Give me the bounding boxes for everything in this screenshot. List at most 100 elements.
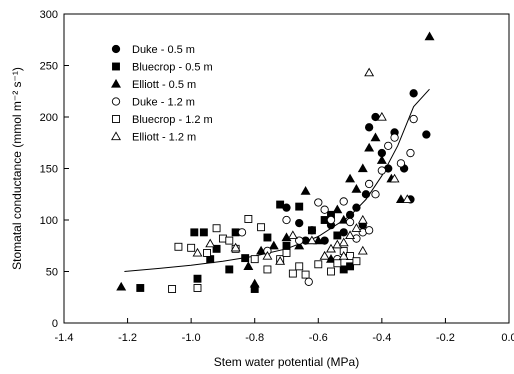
- data-point: [333, 259, 342, 268]
- legend-label: Elliott - 0.5 m: [132, 79, 196, 91]
- legend-label: Bluecrop - 0.5 m: [132, 62, 213, 74]
- legend-label: Bluecrop - 1.2 m: [132, 114, 213, 126]
- series-5: [192, 67, 413, 265]
- data-point: [364, 67, 375, 77]
- data-point: [384, 141, 393, 150]
- data-point: [376, 155, 387, 164]
- data-point: [406, 148, 415, 158]
- x-tick-label: -1.2: [118, 332, 137, 344]
- series-4: [168, 215, 361, 293]
- data-point: [338, 214, 349, 224]
- y-tick-label: 250: [40, 61, 58, 73]
- data-point: [377, 166, 387, 175]
- data-point: [288, 269, 297, 278]
- y-tick-label: 0: [52, 318, 58, 330]
- data-point: [389, 173, 400, 183]
- data-point: [364, 226, 374, 235]
- data-point: [371, 190, 380, 199]
- data-point: [351, 223, 362, 232]
- x-tick-label: -1.4: [55, 332, 74, 344]
- data-point: [345, 173, 356, 183]
- y-tick-label: 150: [40, 164, 58, 176]
- legend-marker: [111, 44, 121, 54]
- data-point: [276, 200, 285, 209]
- x-axis-title: Stem water potential (MPa): [214, 355, 359, 369]
- x-tick-label: 0.0: [501, 332, 514, 344]
- data-point: [193, 274, 202, 283]
- x-tick-label: -0.4: [372, 332, 391, 344]
- data-point: [244, 215, 253, 223]
- y-tick-label: 100: [40, 215, 58, 227]
- data-point: [295, 202, 304, 211]
- data-point: [192, 247, 203, 257]
- data-point: [263, 233, 272, 242]
- data-point: [422, 130, 431, 139]
- data-point: [301, 270, 310, 279]
- series-1: [136, 200, 355, 293]
- series-3: [237, 114, 418, 286]
- data-point: [241, 254, 250, 263]
- data-point: [390, 133, 399, 142]
- x-tick-label: -0.2: [436, 332, 455, 344]
- data-point: [193, 284, 202, 292]
- data-points: [116, 31, 435, 293]
- data-point: [230, 242, 241, 252]
- data-point: [327, 267, 335, 276]
- data-point: [346, 262, 355, 271]
- legend-label: Duke - 0.5 m: [132, 44, 195, 56]
- data-point: [249, 278, 260, 288]
- data-point: [295, 262, 304, 271]
- data-point: [326, 215, 336, 225]
- data-point: [409, 114, 418, 124]
- data-point: [314, 198, 323, 207]
- legend-marker: [111, 78, 121, 88]
- data-point: [333, 231, 342, 240]
- data-point: [203, 249, 211, 257]
- legend-label: Duke - 1.2 m: [132, 97, 195, 109]
- data-point: [212, 244, 221, 253]
- data-point: [395, 194, 406, 204]
- data-point: [136, 284, 145, 292]
- data-point: [282, 249, 291, 257]
- data-point: [402, 194, 413, 204]
- data-point: [313, 235, 324, 245]
- data-point: [364, 179, 374, 189]
- data-point: [295, 218, 304, 228]
- legend-marker: [111, 131, 121, 141]
- data-point: [361, 190, 371, 199]
- data-point: [116, 281, 127, 291]
- data-point: [275, 256, 286, 265]
- data-point: [351, 183, 362, 193]
- data-point: [424, 31, 435, 41]
- y-axis-title: Stomatal conductance (mmol m⁻² s⁻¹): [10, 67, 24, 270]
- data-point: [409, 89, 418, 98]
- data-point: [352, 203, 361, 212]
- data-point: [257, 223, 266, 232]
- data-point: [339, 197, 348, 206]
- data-point: [319, 250, 330, 260]
- data-point: [357, 214, 368, 224]
- x-tick-label: -0.8: [245, 332, 264, 344]
- data-point: [338, 237, 349, 247]
- series-2: [116, 31, 435, 291]
- legend-label: Elliott - 1.2 m: [132, 132, 196, 144]
- data-point: [282, 241, 291, 250]
- data-point: [345, 210, 355, 220]
- data-point: [282, 215, 291, 225]
- data-point: [190, 228, 199, 237]
- data-point: [294, 240, 305, 250]
- axes: -1.4 -1.2 -1.0 -0.8 -0.6 -0.4 -0.2 0.0 0 50 100 150…: [40, 9, 514, 344]
- legend-marker: [111, 97, 121, 106]
- series-0: [282, 89, 431, 245]
- data-point: [262, 250, 273, 260]
- y-tick-label: 50: [46, 267, 58, 279]
- data-point: [268, 240, 279, 250]
- data-point: [345, 217, 355, 227]
- data-point: [364, 142, 375, 152]
- legend: Duke - 0.5 m Bluecrop - 0.5 m Elliott - 0.…: [111, 44, 213, 144]
- x-tick-label: -0.6: [309, 332, 328, 344]
- x-tick-label: -1.0: [182, 332, 201, 344]
- data-point: [314, 260, 323, 269]
- data-point: [364, 123, 374, 132]
- data-point: [332, 204, 343, 214]
